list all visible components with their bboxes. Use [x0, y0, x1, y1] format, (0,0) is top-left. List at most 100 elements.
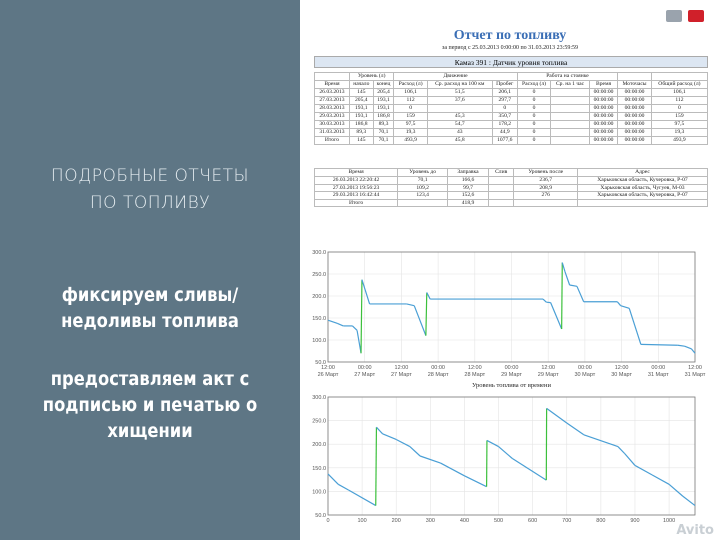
table-cell: 166,6 — [447, 176, 489, 185]
table-cell: 1077,6 — [491, 136, 518, 145]
column-header[interactable]: Заправка — [447, 168, 489, 177]
fuel-level-segment — [620, 305, 630, 309]
table-row: 26.03.2013 22:20:42 70,1 166,6 236,7 Харьков… — [313, 176, 708, 185]
column-header[interactable]: Ср. на 1 час — [550, 80, 590, 89]
fuel-level-segment — [583, 434, 619, 448]
table-cell: 00:00:00 — [617, 104, 652, 113]
printer-icon[interactable] — [666, 10, 682, 22]
table-cell: 19,3 — [393, 128, 428, 137]
promo-panel: ПОДРОБНЫЕ ОТЧЕТЫ ПО ТОПЛИВУ фиксируем сли… — [0, 0, 300, 540]
column-header[interactable]: Время — [314, 80, 350, 89]
x-tick-label: 400 — [460, 518, 469, 524]
y-tick-label: 200.0 — [312, 294, 326, 300]
table-cell: 19,3 — [650, 128, 709, 137]
fuel-level-segment — [426, 292, 431, 300]
column-header[interactable]: начало — [348, 80, 374, 89]
y-tick-label: 300.0 — [312, 395, 326, 401]
table-cell: 276 — [513, 191, 578, 200]
column-header[interactable]: Общий расход (л) — [650, 80, 709, 89]
column-header[interactable]: Пробег — [491, 80, 518, 89]
table-cell: 159 — [650, 112, 709, 121]
y-tick-label: 250.0 — [312, 272, 326, 278]
column-header[interactable]: конец — [372, 80, 395, 89]
column-header[interactable]: Ср. расход на 100 км — [426, 80, 493, 89]
table-row: Итого 145 70,1 493,9 45,8 1077,6 0 00:00:00 00:0… — [314, 136, 709, 145]
column-header[interactable]: Слив — [487, 168, 515, 177]
table-cell — [487, 198, 515, 207]
fuel-level-segment — [640, 343, 678, 346]
table-cell: 186,8 — [348, 120, 374, 129]
x-tick-date: 27 Март — [354, 372, 375, 378]
x-tick-date: 31 Март — [685, 372, 706, 378]
fuel-level-segment — [348, 489, 377, 507]
fuel-level-segment — [682, 495, 696, 507]
y-tick-label: 150.0 — [312, 466, 326, 472]
table-cell: 109,2 — [397, 183, 449, 192]
plot-frame — [327, 396, 696, 516]
column-header[interactable]: Уровень до — [397, 168, 449, 177]
report-screenshot: Отчет по топливу за период с 25.03.2013 … — [300, 0, 720, 540]
fuel-level-segment — [542, 298, 547, 303]
x-tick-label: 300 — [426, 518, 435, 524]
table-cell: 193,1 — [372, 104, 395, 113]
table-cell: 00:00:00 — [588, 128, 619, 137]
fuel-level-segment — [327, 319, 338, 324]
fuel-level-segment — [569, 284, 578, 287]
column-header[interactable]: Уровень после — [513, 168, 578, 177]
table-cell: 45,3 — [426, 112, 493, 121]
table-cell: 145 — [348, 136, 374, 145]
x-tick-date: 28 Март — [428, 372, 449, 378]
group-header: Работа на стоянке — [516, 72, 619, 81]
table-cell: 27.03.2013 19:56:23 — [313, 183, 399, 192]
fuel-level-segment — [561, 262, 566, 272]
x-tick-label: 0 — [326, 518, 329, 524]
column-header[interactable]: Расход (л) — [393, 80, 428, 89]
table-cell: 0 — [516, 120, 552, 129]
fuel-level-segment — [576, 286, 585, 302]
table-cell: 193,1 — [348, 104, 374, 113]
column-header[interactable]: Время — [588, 80, 619, 89]
table-cell: 112 — [393, 96, 428, 105]
y-tick-label: 250.0 — [312, 419, 326, 425]
panel-heading: ПОДРОБНЫЕ ОТЧЕТЫ ПО ТОПЛИВУ — [0, 163, 300, 217]
table-cell: 00:00:00 — [617, 136, 652, 145]
table-cell: 208,9 — [513, 183, 578, 192]
table-cell: 51,5 — [426, 88, 493, 97]
table-cell: 0 — [393, 104, 428, 113]
column-header[interactable]: Адрес — [577, 168, 708, 177]
x-tick-time: 00:00 — [505, 365, 519, 371]
table-cell: 97,5 — [393, 120, 428, 129]
table-cell: 70,1 — [397, 176, 449, 185]
table-row: 29.03.2013 193,1 186,8 159 45,3 350,7 0 00:00:0… — [314, 112, 709, 121]
table-cell: 0 — [650, 104, 709, 113]
table-cell: 123,4 — [397, 191, 449, 200]
fuel-level-segment — [550, 302, 563, 330]
table-cell: 205,4 — [372, 88, 395, 97]
table-cell: 89,3 — [348, 128, 374, 137]
table-cell: 00:00:00 — [617, 128, 652, 137]
table-cell: 45,8 — [426, 136, 493, 145]
x-tick-time: 12:00 — [541, 365, 555, 371]
y-tick-label: 50.0 — [315, 513, 326, 519]
y-tick-label: 100.0 — [312, 489, 326, 495]
x-tick-label: 800 — [596, 518, 605, 524]
x-tick-date: 30 Март — [611, 372, 632, 378]
fuel-level-segment — [617, 446, 626, 455]
table-cell: 27.03.2013 — [314, 96, 350, 105]
table-row: 26.03.2013 145 205,4 106,1 51,5 206,1 0 00:00:0… — [314, 88, 709, 97]
table-cell — [577, 198, 708, 207]
avito-watermark: Avito — [676, 523, 714, 538]
column-header[interactable]: Расход (л) — [516, 80, 552, 89]
text-line: предоставляем акт с — [50, 368, 250, 390]
table-cell — [550, 104, 590, 113]
table-cell — [550, 112, 590, 121]
column-header[interactable]: Моточасы — [617, 80, 652, 89]
y-tick-label: 100.0 — [312, 338, 326, 344]
pdf-icon[interactable] — [688, 10, 704, 22]
column-header[interactable]: Время — [313, 168, 399, 177]
table-cell: 152,6 — [447, 191, 489, 200]
table-cell: 418,9 — [447, 198, 489, 207]
chart-title: Уровень топлива от времени — [472, 382, 552, 389]
table-cell: 0 — [491, 104, 518, 113]
